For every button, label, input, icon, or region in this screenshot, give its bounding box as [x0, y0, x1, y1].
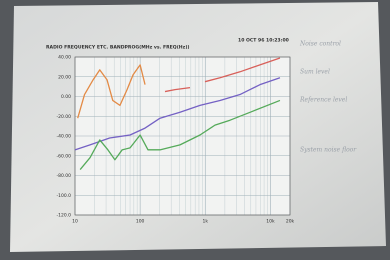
x-tick-label: 1k: [203, 219, 209, 225]
y-tick-label: -80.00: [56, 173, 71, 179]
chart: RADIO FREQUENCY ETC. BANDPROG(MHz vs. FR…: [0, 0, 390, 260]
annotation: Sum level: [300, 69, 330, 76]
x-tick-label: 20k: [286, 219, 295, 225]
chart-subtitle: 10 OCT 96 10:23:00: [238, 38, 289, 44]
y-tick-label: -20.00: [56, 114, 71, 120]
y-tick-label: -40.00: [56, 134, 71, 140]
page: RADIO FREQUENCY ETC. BANDPROG(MHz vs. FR…: [0, 0, 390, 260]
annotation: System noise floor: [300, 147, 357, 154]
x-tick-label: 100: [136, 219, 145, 225]
x-tick-label: 10k: [266, 219, 275, 225]
annotation: Noise control: [299, 41, 341, 48]
y-tick-label: -100.0: [56, 193, 71, 199]
y-tick-label: -60.00: [56, 153, 71, 159]
chart-title: RADIO FREQUENCY ETC. BANDPROG(MHz vs. FR…: [46, 45, 190, 51]
y-tick-label: -120.0: [56, 213, 71, 219]
annotation: Reference level: [299, 97, 347, 104]
y-tick-label: 0.00: [61, 94, 71, 100]
y-tick-label: 20.00: [58, 74, 71, 80]
x-tick-label: 10: [72, 219, 78, 225]
y-tick-label: 40.00: [58, 55, 71, 61]
